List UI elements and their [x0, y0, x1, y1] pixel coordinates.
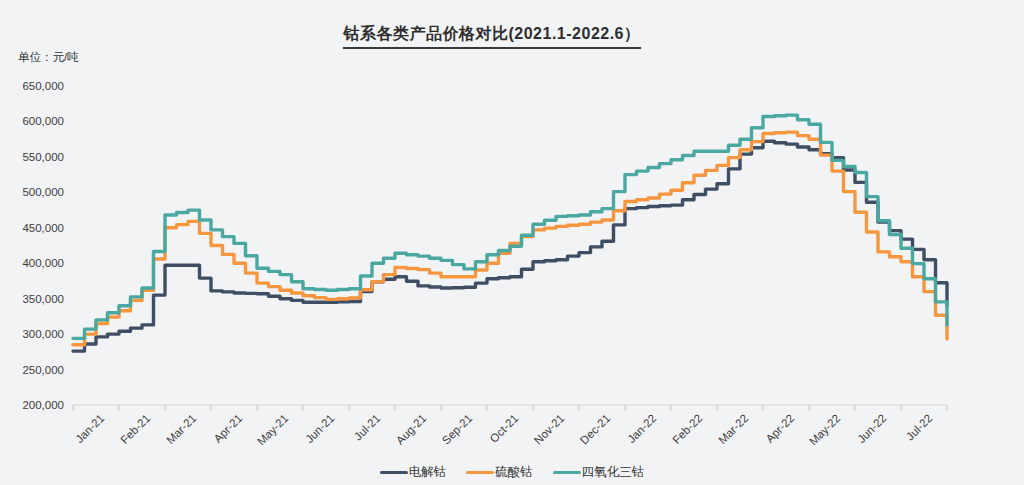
- legend-item-2: 四氧化三钴: [553, 464, 645, 481]
- y-tick-label: 400,000: [22, 257, 64, 269]
- y-tick-label: 600,000: [22, 115, 64, 127]
- x-tick-label: Jan-22: [625, 412, 658, 445]
- x-tick-label: Jun-22: [855, 412, 888, 445]
- y-tick-label: 250,000: [22, 364, 64, 376]
- legend-item-1: 硫酸钴: [466, 464, 533, 481]
- x-tick-label: Mar-21: [164, 412, 198, 446]
- legend-label-1: 硫酸钴: [495, 464, 533, 481]
- plot-svg: 200,000 250,000 300,000 350,000 400,000 450,0…: [0, 0, 1024, 485]
- x-tick-label: May-22: [807, 412, 843, 448]
- x-tick-label: Feb-21: [118, 412, 152, 446]
- y-tick-label: 200,000: [22, 399, 64, 411]
- x-tick-label: Jan-21: [73, 412, 106, 445]
- series-line-1: [73, 132, 947, 345]
- x-tick-label: Oct-21: [488, 412, 521, 445]
- legend: 电解钴 硫酸钴 四氧化三钴: [0, 464, 1024, 481]
- x-tick-label: Jul-22: [904, 412, 935, 443]
- legend-label-2: 四氧化三钴: [582, 464, 645, 481]
- y-tick-label: 500,000: [22, 186, 64, 198]
- y-tick-label: 450,000: [22, 222, 64, 234]
- legend-item-0: 电解钴: [380, 464, 447, 481]
- y-tick-label: 650,000: [22, 80, 64, 92]
- x-tick-label: Jun-21: [303, 412, 336, 445]
- y-tick-label: 350,000: [22, 293, 64, 305]
- chart-container: 钴系各类产品价格对比(2021.1-2022.6） 单位：元/吨 200,000…: [0, 0, 1024, 485]
- legend-swatch-0: [380, 471, 408, 475]
- x-tick-label: Mar-22: [716, 412, 750, 446]
- x-tick-label: Aug-21: [394, 412, 429, 447]
- x-tick-label: Feb-22: [670, 412, 704, 446]
- x-tick-label: Sep-21: [440, 412, 475, 447]
- y-tick-label: 300,000: [22, 328, 64, 340]
- x-tick-label: Dec-21: [578, 412, 613, 447]
- legend-swatch-1: [466, 471, 494, 475]
- legend-label-0: 电解钴: [409, 464, 447, 481]
- x-tick-label: Apr-21: [212, 412, 245, 445]
- x-tick-label: Jul-21: [352, 412, 383, 443]
- legend-swatch-2: [553, 471, 581, 475]
- x-tick-label: May-21: [255, 412, 291, 448]
- x-tick-label: Nov-21: [532, 412, 567, 447]
- x-tick-label: Apr-22: [764, 412, 797, 445]
- y-tick-label: 550,000: [22, 151, 64, 163]
